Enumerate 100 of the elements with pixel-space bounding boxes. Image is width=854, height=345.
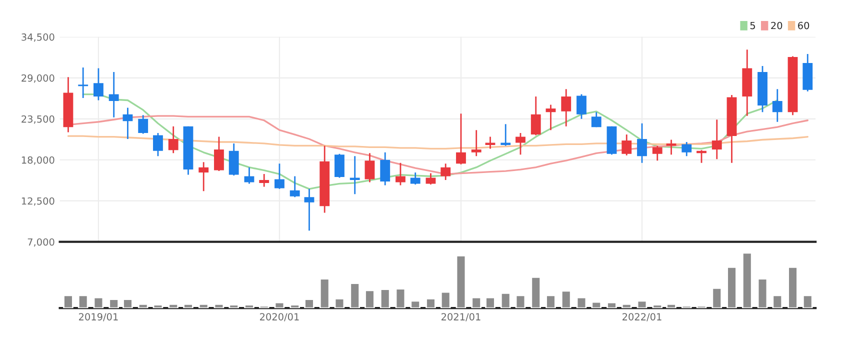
candlestick xyxy=(682,141,692,157)
bar xyxy=(802,294,813,308)
candlestick xyxy=(108,71,119,118)
candlestick xyxy=(168,126,178,154)
bar xyxy=(726,266,737,308)
bar xyxy=(198,304,209,308)
bar xyxy=(636,300,648,308)
bar xyxy=(108,298,119,308)
bar xyxy=(652,304,663,308)
y-tick-label: 7,000 xyxy=(28,238,54,247)
candlestick xyxy=(304,188,314,232)
candlestick xyxy=(500,123,511,146)
bar xyxy=(122,298,133,308)
candlestick xyxy=(530,96,541,136)
y-tick-label: 18,000 xyxy=(22,156,54,165)
candlestick xyxy=(622,134,632,156)
candlestick xyxy=(637,122,647,164)
bar xyxy=(471,296,482,308)
bar xyxy=(168,304,179,308)
x-tick-label: 2019/01 xyxy=(78,313,118,322)
bar xyxy=(500,292,511,308)
bar xyxy=(93,296,104,308)
candlestick xyxy=(516,132,526,156)
bar xyxy=(606,302,617,308)
candlestick xyxy=(122,107,133,140)
legend-label: 60 xyxy=(798,22,810,30)
candlestick xyxy=(153,132,163,157)
bar xyxy=(456,254,466,308)
legend-label: 5 xyxy=(750,22,755,30)
candlestick xyxy=(274,162,284,190)
candlestick xyxy=(546,104,556,131)
bar xyxy=(138,304,148,308)
bar xyxy=(380,288,390,308)
candlestick xyxy=(214,136,224,172)
bar xyxy=(304,298,314,308)
x-tick-label: 2020/01 xyxy=(260,313,299,322)
candlestick xyxy=(259,173,270,188)
bar xyxy=(334,298,345,308)
candlestick xyxy=(138,114,148,134)
candlestick xyxy=(380,152,390,186)
bar xyxy=(666,304,676,308)
bar xyxy=(576,296,587,308)
bar xyxy=(228,304,240,308)
bar xyxy=(485,296,496,308)
candlestick xyxy=(290,176,300,198)
candlestick xyxy=(440,162,451,181)
bar xyxy=(244,304,254,308)
bar xyxy=(621,304,632,308)
candlestick xyxy=(396,162,406,186)
candlestick xyxy=(561,88,572,128)
candlestick xyxy=(198,161,209,192)
bar xyxy=(78,294,88,308)
bar xyxy=(788,266,798,308)
candlestick xyxy=(696,149,706,164)
bar xyxy=(560,290,572,308)
x-tick-label: 2022/01 xyxy=(622,313,662,322)
candlestick xyxy=(652,145,662,162)
bar xyxy=(364,290,375,308)
candlestick xyxy=(485,136,496,150)
bar xyxy=(426,298,436,308)
bar xyxy=(742,252,752,308)
bar xyxy=(274,302,285,308)
bar xyxy=(319,278,330,308)
bar xyxy=(530,276,542,308)
bar xyxy=(712,288,722,308)
candlestick xyxy=(94,68,104,101)
candlestick xyxy=(456,112,466,166)
candlestick xyxy=(364,152,375,183)
bar xyxy=(757,278,768,308)
bar xyxy=(440,291,451,308)
bar xyxy=(410,300,421,308)
bar xyxy=(258,305,270,308)
bar xyxy=(772,294,783,308)
bar xyxy=(152,304,164,308)
bar xyxy=(696,305,707,308)
bar xyxy=(546,294,556,308)
candlestick xyxy=(576,94,586,120)
bar xyxy=(290,304,300,308)
y-tick-label: 23,500 xyxy=(22,115,54,124)
bar xyxy=(515,294,526,308)
y-tick-label: 34,500 xyxy=(22,33,54,42)
candlestick xyxy=(350,155,360,195)
candlestick xyxy=(772,88,782,123)
candlestick xyxy=(78,66,88,99)
y-tick-label: 12,500 xyxy=(22,197,54,206)
bar xyxy=(350,282,360,308)
candlestick xyxy=(712,118,722,160)
bar xyxy=(63,294,74,308)
x-tick-label: 2021/01 xyxy=(442,313,480,322)
legend-label: 20 xyxy=(771,22,782,30)
y-tick-label: 29,000 xyxy=(22,74,54,83)
bar xyxy=(591,301,602,308)
bar xyxy=(681,305,692,308)
candlestick xyxy=(591,111,602,128)
bar xyxy=(395,288,406,308)
candlestick xyxy=(410,172,420,186)
candlestick xyxy=(471,129,482,157)
candlestick xyxy=(334,153,344,178)
bar xyxy=(214,304,224,308)
bar xyxy=(183,304,194,308)
